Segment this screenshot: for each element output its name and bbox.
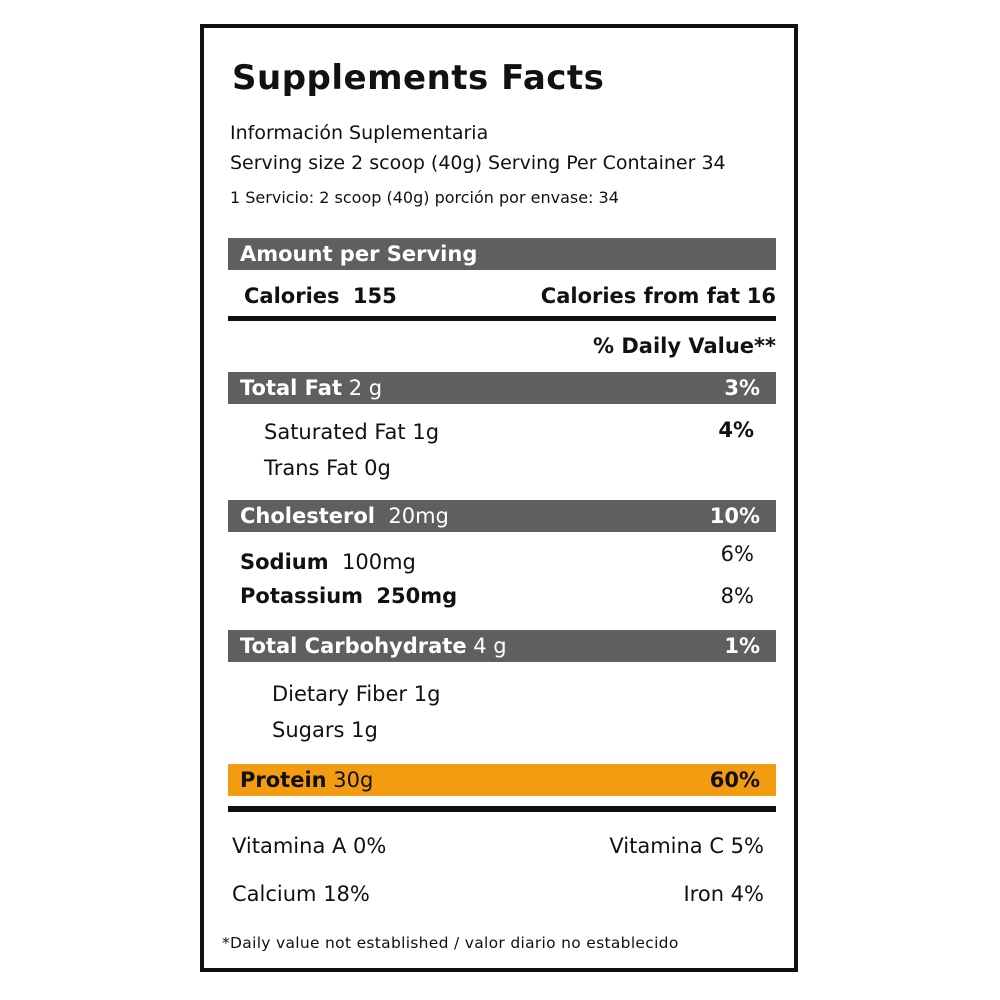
saturated-fat-dv: 4% xyxy=(718,418,754,442)
total-fat-amount: 2 g xyxy=(348,376,383,400)
sugars-label: Sugars 1g xyxy=(272,718,378,742)
protein-amount: 30g xyxy=(333,768,374,792)
thick-divider xyxy=(228,316,776,321)
calories-from-fat-value: 16 xyxy=(746,284,776,308)
supplement-facts-label: Supplements Facts Información Suplementa… xyxy=(200,24,798,972)
vitamin-c: Vitamina C 5% xyxy=(609,834,764,858)
calories-label: Calories xyxy=(244,284,340,308)
total-carbohydrate-amount: 4 g xyxy=(473,634,507,658)
cholesterol-amount: 20mg xyxy=(388,504,449,528)
calcium: Calcium 18% xyxy=(232,882,370,906)
cholesterol-bar: Cholesterol 20mg 10% xyxy=(228,500,776,532)
potassium-amount: 250mg xyxy=(376,584,458,608)
sodium-row: Sodium 100mg xyxy=(240,550,416,574)
protein-label: Protein xyxy=(240,768,327,792)
calories-cell: Calories 155 xyxy=(244,284,397,308)
protein-bar: Protein 30g 60% xyxy=(228,764,776,796)
footnote: *Daily value not established / valor dia… xyxy=(222,934,679,952)
total-fat-cell: Total Fat 2 g xyxy=(240,376,382,400)
daily-value-header-row: % Daily Value** xyxy=(228,334,776,358)
vitamin-a: Vitamina A 0% xyxy=(232,834,387,858)
potassium-dv: 8% xyxy=(720,584,754,608)
sodium-label: Sodium xyxy=(240,550,329,574)
total-carbohydrate-bar: Total Carbohydrate 4 g 1% xyxy=(228,630,776,662)
total-fat-label: Total Fat xyxy=(240,376,343,400)
sodium-dv: 6% xyxy=(720,542,754,566)
label-title: Supplements Facts xyxy=(232,58,605,98)
amount-per-serving-label: Amount per Serving xyxy=(240,242,478,266)
calories-row: Calories 155 Calories from fat 16 xyxy=(228,284,776,308)
total-carbohydrate-cell: Total Carbohydrate 4 g xyxy=(240,634,507,658)
protein-dv: 60% xyxy=(709,768,760,792)
cholesterol-dv: 10% xyxy=(709,504,760,528)
serving-size-spanish: 1 Servicio: 2 scoop (40g) porción por en… xyxy=(230,188,619,207)
cholesterol-label: Cholesterol xyxy=(240,504,375,528)
calories-value: 155 xyxy=(352,284,397,308)
dietary-fiber-label: Dietary Fiber 1g xyxy=(272,682,441,706)
protein-cell: Protein 30g xyxy=(240,768,373,792)
calories-from-fat-cell: Calories from fat 16 xyxy=(541,284,776,308)
total-carbohydrate-label: Total Carbohydrate xyxy=(240,634,467,658)
total-fat-dv: 3% xyxy=(724,376,760,400)
total-fat-bar: Total Fat 2 g 3% xyxy=(228,372,776,404)
total-carbohydrate-dv: 1% xyxy=(724,634,760,658)
daily-value-header: % Daily Value** xyxy=(593,334,776,358)
thick-divider-bottom xyxy=(228,806,776,812)
iron: Iron 4% xyxy=(683,882,764,906)
subtitle-spanish: Información Suplementaria xyxy=(230,122,489,144)
serving-size-english: Serving size 2 scoop (40g) Serving Per C… xyxy=(230,152,726,174)
trans-fat-label: Trans Fat 0g xyxy=(264,456,391,480)
cholesterol-cell: Cholesterol 20mg xyxy=(240,504,449,528)
potassium-row: Potassium 250mg xyxy=(240,584,457,608)
saturated-fat-label: Saturated Fat 1g xyxy=(264,420,440,444)
calories-from-fat-label: Calories from fat xyxy=(540,284,741,308)
sodium-amount: 100mg xyxy=(341,550,416,574)
potassium-label: Potassium xyxy=(240,584,364,608)
amount-per-serving-bar: Amount per Serving xyxy=(228,238,776,270)
